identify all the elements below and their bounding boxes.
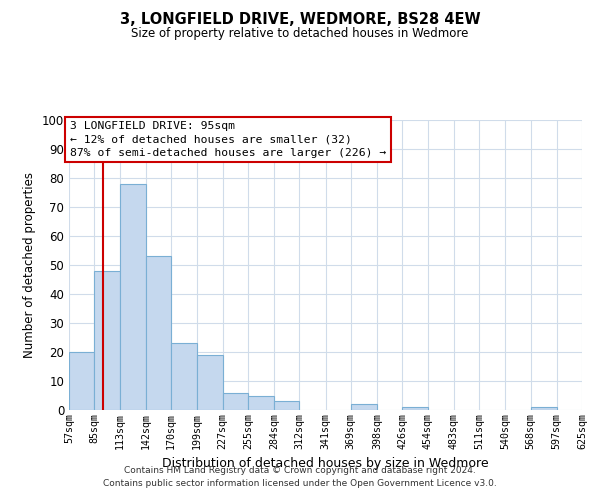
Text: 3 LONGFIELD DRIVE: 95sqm
← 12% of detached houses are smaller (32)
87% of semi-d: 3 LONGFIELD DRIVE: 95sqm ← 12% of detach… — [70, 122, 386, 158]
Bar — [274, 402, 299, 410]
Bar — [530, 407, 557, 410]
Text: Contains HM Land Registry data © Crown copyright and database right 2024.
Contai: Contains HM Land Registry data © Crown c… — [103, 466, 497, 487]
Bar — [69, 352, 94, 410]
Bar — [94, 271, 119, 410]
Bar — [197, 355, 223, 410]
X-axis label: Distribution of detached houses by size in Wedmore: Distribution of detached houses by size … — [162, 457, 489, 470]
Text: Size of property relative to detached houses in Wedmore: Size of property relative to detached ho… — [131, 28, 469, 40]
Bar — [223, 392, 248, 410]
Bar — [171, 344, 197, 410]
Bar — [146, 256, 171, 410]
Bar — [402, 407, 428, 410]
Bar — [248, 396, 274, 410]
Bar — [119, 184, 146, 410]
Text: 3, LONGFIELD DRIVE, WEDMORE, BS28 4EW: 3, LONGFIELD DRIVE, WEDMORE, BS28 4EW — [119, 12, 481, 28]
Bar — [351, 404, 377, 410]
Y-axis label: Number of detached properties: Number of detached properties — [23, 172, 37, 358]
